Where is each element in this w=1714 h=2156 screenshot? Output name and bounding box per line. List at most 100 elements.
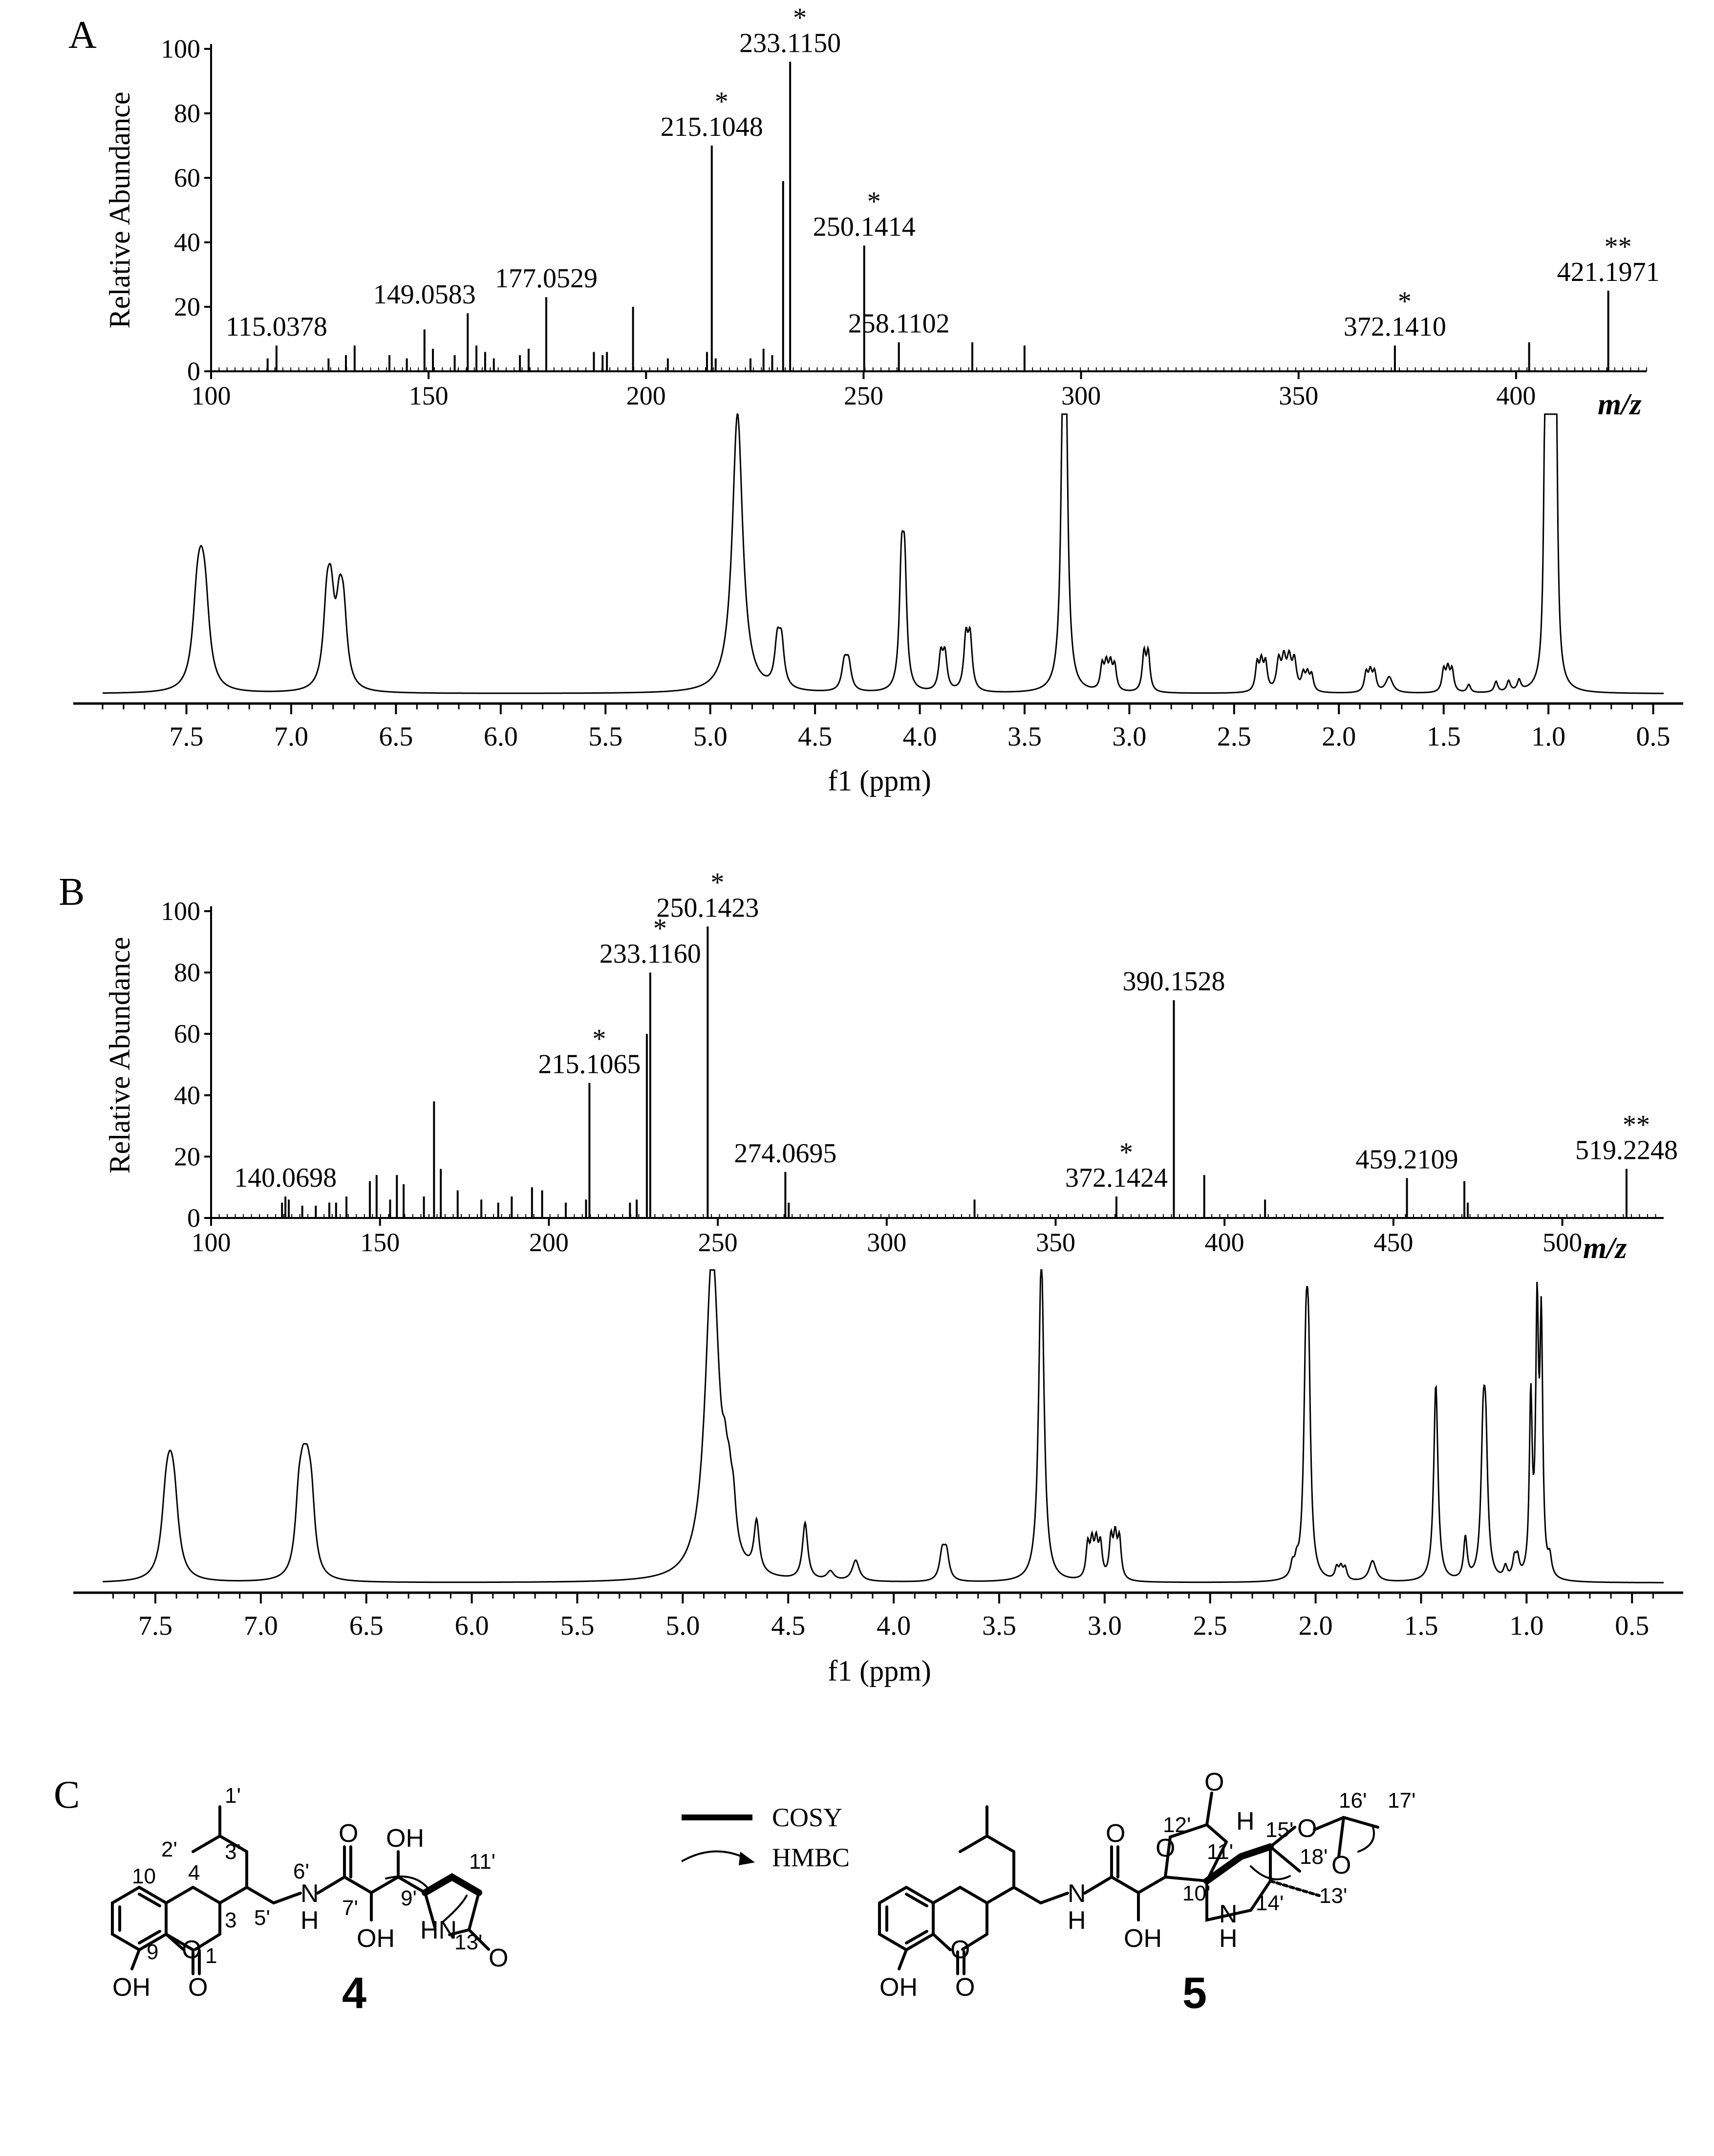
c4-oh-bottom: OH bbox=[357, 1924, 395, 1953]
c5-o-furan: O bbox=[1156, 1834, 1175, 1862]
c5-hmbc-arrow-1 bbox=[1250, 1865, 1291, 1880]
ms-b-peak-label: 390.1528 bbox=[1122, 966, 1225, 997]
c4-amide-1 bbox=[316, 1876, 346, 1895]
c5-o-ester: O bbox=[1297, 1814, 1317, 1843]
ms-b-ytick-label: 60 bbox=[174, 1019, 200, 1048]
compound-4-structure bbox=[111, 1805, 490, 1975]
nmr-b-xtick-label: 6.0 bbox=[455, 1611, 489, 1641]
c5-lactone-c1 bbox=[932, 1933, 952, 1951]
c5-n2-h: H bbox=[1219, 1924, 1238, 1953]
c5-label-11p: 11' bbox=[1207, 1840, 1233, 1864]
c4-hn: HN bbox=[420, 1916, 457, 1944]
ms-b-xtick-label: 200 bbox=[529, 1228, 569, 1257]
panel-label-a: A bbox=[68, 14, 97, 57]
nmr-a-xtick-label: 3.5 bbox=[1007, 722, 1042, 752]
c5-chain-3 bbox=[1110, 1876, 1140, 1894]
c4-lactam-1 bbox=[468, 1891, 480, 1931]
c4-label-10: 10 bbox=[132, 1864, 156, 1888]
c5-ester-co bbox=[1337, 1816, 1345, 1858]
c4-benzene-double-2 bbox=[138, 1893, 161, 1907]
c5-label-12p: 12' bbox=[1163, 1813, 1191, 1837]
c4-lactone-c1 bbox=[165, 1933, 194, 1951]
nmr-a-xtick-label: 3.0 bbox=[1112, 722, 1146, 752]
nmr-a-xtick-label: 2.5 bbox=[1217, 722, 1251, 752]
ms-a-ytick-label: 100 bbox=[161, 34, 200, 64]
c5-nh-bond bbox=[1039, 1892, 1069, 1904]
c4-label-9: 9 bbox=[147, 1940, 158, 1964]
panel-label-c: C bbox=[54, 1773, 80, 1816]
nmr-a-xtick-label: 1.0 bbox=[1531, 722, 1565, 752]
ms-b-xtick-label: 400 bbox=[1205, 1228, 1244, 1257]
c5-n: N bbox=[1068, 1879, 1086, 1908]
nmr-b-spectrum-line bbox=[102, 1269, 1664, 1583]
c5-chain-4 bbox=[1137, 1876, 1167, 1894]
ms-a-peak-label: 115.0378 bbox=[226, 312, 327, 342]
c4-label-5p: 5' bbox=[254, 1906, 270, 1930]
c5-label-13p: 13' bbox=[1319, 1884, 1347, 1908]
c4-label-9p: 9' bbox=[401, 1886, 417, 1910]
nmr-chart-a: f1 (ppm) 7.5 7.0 6.5 6.0 5.5 5.0 4.5 4.0 3.5 3.0 2… bbox=[73, 413, 1683, 797]
c5-hmbc-arrow-2 bbox=[1357, 1826, 1375, 1853]
nmr-b-xtick-label: 7.5 bbox=[138, 1611, 172, 1641]
c5-ester-me bbox=[1342, 1816, 1379, 1829]
c4-lactam-3 bbox=[448, 1928, 471, 1936]
ms-a-xtick-label: 150 bbox=[409, 381, 449, 410]
ms-b-peak-label: 519.2248 bbox=[1575, 1135, 1678, 1166]
c4-label-6p: 6' bbox=[293, 1859, 309, 1883]
c5-h: H bbox=[1236, 1807, 1255, 1836]
legend: COSY HMBC bbox=[681, 1803, 850, 1872]
c4-chain-4 bbox=[370, 1876, 400, 1894]
c5-n-h: H bbox=[1068, 1906, 1086, 1935]
nmr-b-xtick-label: 1.5 bbox=[1404, 1611, 1438, 1641]
ms-a-ytick-label: 40 bbox=[174, 228, 200, 257]
c4-hmbc-arrow-2 bbox=[385, 1875, 431, 1892]
c5-benzene-double-3 bbox=[905, 1930, 928, 1944]
ms-b-peak-star: * bbox=[710, 867, 724, 897]
ms-b-xunit: m/z bbox=[1583, 1232, 1627, 1265]
nmr-a-xtick-label: 5.5 bbox=[588, 722, 622, 752]
c4-chain-1 bbox=[218, 1886, 248, 1904]
c5-methyl-13 bbox=[1269, 1879, 1321, 1897]
nmr-a-xtick-label: 6.5 bbox=[379, 722, 413, 752]
nmr-b-xtick-label: 3.5 bbox=[982, 1611, 1016, 1641]
ms-b-peak-label: 140.0698 bbox=[234, 1163, 337, 1193]
c4-lactam-2 bbox=[424, 1891, 436, 1929]
ms-a-peak-label: 149.0583 bbox=[373, 279, 476, 310]
c5-label-15p: 15' bbox=[1265, 1818, 1293, 1842]
c4-o-lactone: O bbox=[188, 1973, 208, 2002]
c5-benzene-double-2 bbox=[905, 1893, 928, 1907]
c4-label-13p: 13' bbox=[454, 1930, 482, 1954]
ms-b-xtick-label: 150 bbox=[360, 1228, 400, 1257]
ms-a-xtick-label: 300 bbox=[1061, 381, 1101, 410]
nmr-a-xtick-label: 1.5 bbox=[1427, 722, 1461, 752]
c4-hmbc-arrow-1 bbox=[441, 1895, 468, 1923]
c5-furanone bbox=[1164, 1823, 1228, 1883]
c5-o-furan-co: O bbox=[1204, 1768, 1224, 1796]
ms-b-xtick-label: 250 bbox=[698, 1228, 738, 1257]
ms-b-xtick-label: 350 bbox=[1036, 1228, 1075, 1257]
nmr-a-xtick-label: 5.0 bbox=[693, 722, 728, 752]
legend-hmbc-label: HMBC bbox=[772, 1843, 850, 1872]
c4-label-2p: 2' bbox=[161, 1837, 177, 1861]
nmr-b-xtick-label: 1.0 bbox=[1509, 1611, 1543, 1641]
ms-a-xtick-label: 400 bbox=[1496, 381, 1536, 410]
c5-o-ester-co: O bbox=[1331, 1851, 1351, 1879]
c5-o-ring: O bbox=[950, 1936, 970, 1964]
c4-isobutyl-3 bbox=[192, 1835, 221, 1853]
ms-a-peak-label: 250.1414 bbox=[813, 212, 916, 242]
c4-n-h: H bbox=[300, 1906, 319, 1935]
ms-a-peak-star: * bbox=[867, 187, 881, 217]
c5-o-lactone: O bbox=[955, 1973, 975, 2002]
ms-b-peak-star: * bbox=[1119, 1137, 1133, 1168]
nmr-b-xtick-label: 4.0 bbox=[877, 1611, 911, 1641]
nmr-a-xtick-label: 4.5 bbox=[798, 722, 832, 752]
c5-furanone-co bbox=[1205, 1792, 1213, 1826]
c4-label-11p: 11' bbox=[469, 1850, 495, 1874]
nmr-a-spectrum-line bbox=[103, 413, 1664, 694]
c4-label-3: 3 bbox=[225, 1908, 236, 1932]
c4-label-4: 4 bbox=[188, 1861, 200, 1885]
ms-b-ytick-label: 100 bbox=[161, 897, 200, 926]
nmr-b-xtick-label: 4.5 bbox=[771, 1611, 805, 1641]
ms-a-peak-star: * bbox=[1398, 286, 1412, 317]
c5-label-14p: 14' bbox=[1256, 1891, 1284, 1915]
